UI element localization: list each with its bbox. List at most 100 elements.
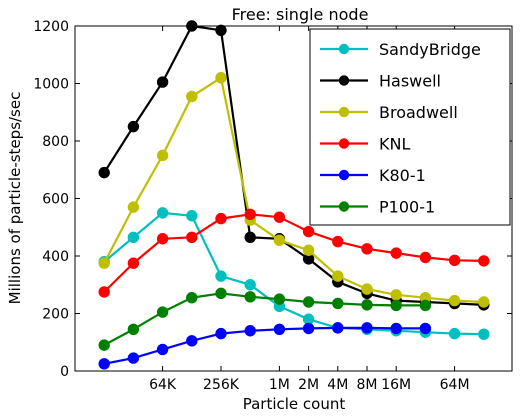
series-line [103,326,426,365]
data-point [332,322,344,334]
data-point [361,299,373,311]
data-point [98,339,110,351]
series-layer [98,20,490,370]
chart-title: Free: single node [232,5,369,24]
data-point [156,343,169,356]
data-point [215,270,227,282]
legend-marker [338,201,350,212]
legend-marker [338,138,350,149]
data-point [186,231,198,244]
y-tick-label: 0 [60,364,69,380]
legend-item-p100-1: P100-1 [320,198,435,217]
series-sandybridge [98,207,490,340]
data-point [273,323,286,336]
legend-label: K80-1 [379,166,426,185]
data-point [156,306,169,318]
legend-marker [338,106,350,118]
y-tick-label: 400 [42,249,69,265]
data-point [98,166,110,179]
legend-label: Haswell [379,72,441,91]
legend-label: SandyBridge [379,40,481,59]
data-point [98,257,110,269]
data-point [186,210,198,222]
data-point [419,251,432,264]
data-point [215,72,227,84]
data-point [244,291,256,303]
legend-label: KNL [379,135,410,154]
data-point [156,149,169,162]
data-point [127,323,140,336]
data-point [448,294,461,307]
legend-item-knl: KNL [320,135,410,154]
x-tick-label: 8M [356,377,377,393]
data-point [361,243,373,255]
legend-item-haswell: Haswell [320,72,441,91]
x-tick-label: 64M [440,377,470,393]
data-point [448,254,461,267]
data-point [244,325,256,337]
data-point [215,212,227,225]
legend-marker [338,169,350,181]
series-k80-1 [98,322,432,370]
data-point [127,201,140,213]
data-point [127,257,140,269]
data-point [361,283,373,295]
axis-layer: 0 200 400 600 800 1000 1200 64K 256K 1M 2M 4M 8M 16M 6… [33,19,512,393]
data-point [478,255,490,267]
data-point [302,322,315,335]
data-point [186,20,198,32]
legend-marker [338,43,350,55]
legend-item-broadwell: Broadwell [320,103,458,122]
data-point [302,244,315,256]
data-point [186,291,198,304]
x-tick-label: 64K [149,377,177,393]
x-tick-label: 4M [327,377,348,393]
y-tick-label: 200 [42,307,69,323]
data-point [156,76,169,88]
legend-item-k80-1: K80-1 [320,166,426,185]
legend-label: P100-1 [379,198,435,217]
data-point [390,247,402,259]
x-tick-label: 1M [269,377,290,393]
series-line [103,292,426,347]
series-knl [98,208,490,298]
data-point [244,231,256,244]
data-point [156,207,169,219]
y-tick-label: 800 [42,134,69,150]
legend-box [309,28,511,226]
series-p100-1 [98,287,432,351]
data-point [361,322,373,334]
legend-marker [338,75,350,86]
series-broadwell [98,72,490,308]
x-axis-label: Particle count [243,395,346,413]
data-point [127,352,140,364]
data-point [244,208,256,221]
data-point [478,328,490,340]
x-tick-label: 256K [203,377,240,393]
data-point [302,225,315,238]
data-point [98,286,110,298]
legend-label: Broadwell [379,103,458,122]
data-point [273,211,286,223]
data-point [215,287,227,300]
data-point [390,299,402,312]
data-point [98,358,110,370]
y-axis-label: Millions of particle-steps/sec [6,92,24,305]
data-point [186,335,198,347]
data-point [332,297,344,310]
y-tick-label: 1200 [33,19,69,35]
x-tick-label: 16M [381,377,411,393]
data-point [156,233,169,245]
data-point [302,296,315,308]
data-point [332,270,344,282]
data-point [215,327,227,340]
data-point [390,289,402,301]
x-tick-label: 2M [298,377,319,393]
data-point [419,299,432,312]
data-point [273,293,286,305]
data-point [390,322,402,335]
data-point [127,120,140,133]
data-point [332,235,344,248]
data-point [419,322,432,335]
